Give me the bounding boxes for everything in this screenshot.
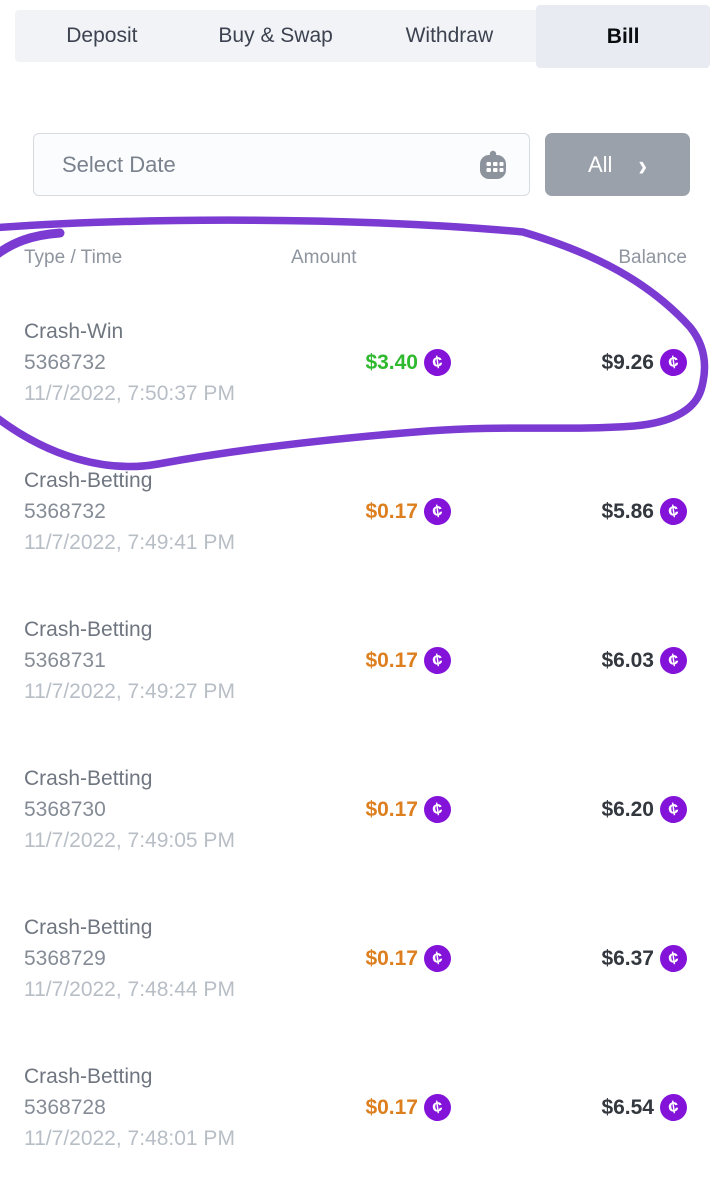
coin-icon: ¢ — [658, 1092, 689, 1123]
calendar-icon[interactable] — [477, 149, 509, 181]
row-type: Crash-Betting — [24, 469, 153, 492]
row-type: Crash-Betting — [24, 767, 153, 790]
tab-buy-swap[interactable]: Buy & Swap — [218, 24, 333, 47]
row-amount: $0.17 — [365, 1095, 418, 1119]
tab-deposit[interactable]: Deposit — [66, 24, 138, 47]
row-type: Crash-Win — [24, 320, 124, 343]
table-body: Crash-Win 5368732 11/7/2022, 7:50:37 PM … — [0, 316, 710, 1154]
row-balance: $6.03 — [601, 648, 654, 672]
table-row[interactable]: Crash-Win 5368732 11/7/2022, 7:50:37 PM … — [0, 316, 710, 409]
coin-icon: ¢ — [422, 347, 453, 378]
row-time: 11/7/2022, 7:50:37 PM — [24, 382, 235, 405]
header-balance: Balance — [618, 247, 687, 268]
table-row[interactable]: Crash-Betting 5368731 11/7/2022, 7:49:27… — [0, 614, 710, 707]
table-row[interactable]: Crash-Betting 5368728 11/7/2022, 7:48:01… — [0, 1061, 710, 1154]
select-date-input[interactable]: Select Date — [33, 133, 530, 196]
row-id: 5368732 — [24, 351, 106, 374]
coin-icon: ¢ — [422, 943, 453, 974]
row-balance: $6.20 — [601, 797, 654, 821]
row-balance: $6.37 — [601, 946, 654, 970]
row-balance: $5.86 — [601, 499, 654, 523]
transaction-tabbar: Deposit Buy & Swap Withdraw Bill — [15, 5, 710, 68]
row-amount: $0.17 — [365, 648, 418, 672]
row-id: 5368732 — [24, 500, 106, 523]
row-id: 5368729 — [24, 947, 106, 970]
chevron-right-icon: › — [638, 147, 648, 182]
table-header: Type / Time Amount Balance — [0, 248, 710, 268]
row-id: 5368728 — [24, 1096, 106, 1119]
row-id: 5368730 — [24, 798, 106, 821]
coin-icon: ¢ — [422, 1092, 453, 1123]
row-time: 11/7/2022, 7:49:41 PM — [24, 531, 235, 554]
all-filter-button[interactable]: All › — [545, 133, 690, 196]
row-balance: $9.26 — [601, 350, 654, 374]
tab-bill[interactable]: Bill — [536, 5, 710, 68]
table-row[interactable]: Crash-Betting 5368729 11/7/2022, 7:48:44… — [0, 912, 710, 1005]
table-row[interactable]: Crash-Betting 5368730 11/7/2022, 7:49:05… — [0, 763, 710, 856]
row-amount: $0.17 — [365, 946, 418, 970]
row-amount: $0.17 — [365, 499, 418, 523]
row-time: 11/7/2022, 7:49:27 PM — [24, 680, 235, 703]
coin-icon: ¢ — [422, 645, 453, 676]
table-row[interactable]: Crash-Betting 5368732 11/7/2022, 7:49:41… — [0, 465, 710, 558]
row-type: Crash-Betting — [24, 916, 153, 939]
row-time: 11/7/2022, 7:48:01 PM — [24, 1127, 235, 1150]
coin-icon: ¢ — [422, 496, 453, 527]
row-time: 11/7/2022, 7:49:05 PM — [24, 829, 235, 852]
all-filter-label: All — [587, 151, 613, 177]
coin-icon: ¢ — [658, 496, 689, 527]
coin-icon: ¢ — [658, 347, 689, 378]
filter-row: Select Date All › — [33, 133, 690, 196]
row-type: Crash-Betting — [24, 1065, 153, 1088]
coin-icon: ¢ — [658, 645, 689, 676]
row-type: Crash-Betting — [24, 618, 153, 641]
header-type-time: Type / Time — [24, 247, 123, 268]
coin-icon: ¢ — [422, 794, 453, 825]
row-amount: $0.17 — [365, 797, 418, 821]
row-balance: $6.54 — [601, 1095, 654, 1119]
row-id: 5368731 — [24, 649, 106, 672]
row-time: 11/7/2022, 7:48:44 PM — [24, 978, 235, 1001]
coin-icon: ¢ — [658, 794, 689, 825]
select-date-placeholder: Select Date — [62, 151, 176, 177]
header-amount: Amount — [291, 247, 357, 268]
bill-table: Type / Time Amount Balance Crash-Win 536… — [0, 248, 710, 1200]
coin-icon: ¢ — [658, 943, 689, 974]
tab-withdraw[interactable]: Withdraw — [405, 24, 494, 47]
row-amount: $3.40 — [365, 350, 418, 374]
